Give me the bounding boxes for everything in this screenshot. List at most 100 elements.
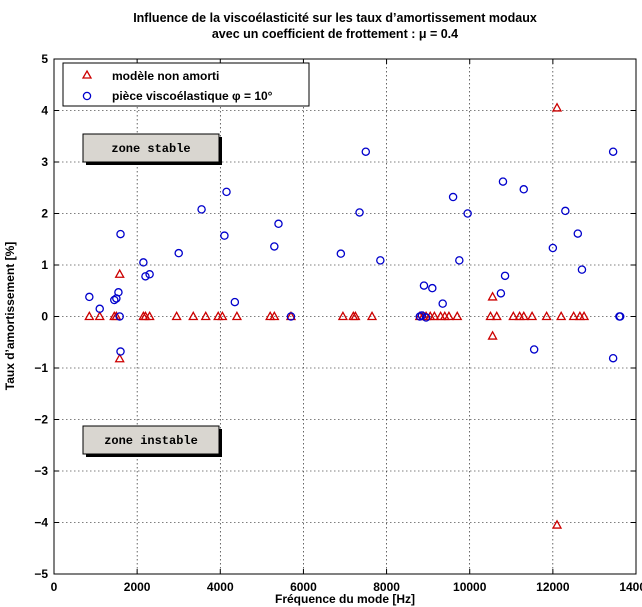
data-point-circle (417, 311, 427, 320)
legend-circle-icon (82, 91, 92, 101)
data-point-triangle (84, 310, 95, 321)
data-point-triangle (188, 310, 199, 321)
data-point-triangle (443, 310, 455, 321)
data-point-triangle (94, 310, 105, 321)
chart-subtitle: avec un coefficient de frottement : μ = … (212, 27, 458, 41)
y-tick-label: 4 (41, 104, 48, 118)
data-point-triangle (541, 310, 552, 321)
data-point-triangle (337, 310, 349, 321)
plot-frame (53, 58, 637, 575)
data-point-triangle (485, 310, 496, 321)
data-point-circle (222, 187, 231, 197)
data-point-triangle (111, 310, 122, 321)
data-point-circle (115, 312, 124, 321)
data-point-circle (529, 345, 539, 354)
data-point-circle (577, 265, 587, 274)
grid (54, 59, 636, 574)
data-point-circle (376, 256, 385, 265)
legend-triangle-icon (81, 69, 93, 79)
y-tick-label: 2 (41, 207, 48, 221)
data-point-circle (361, 147, 371, 156)
data-point-triangle (114, 268, 125, 278)
y-axis-label: Taux d’amortissement [%] (3, 242, 17, 390)
zone-stable-box: zone stable (82, 133, 222, 165)
data-point-circle (139, 258, 148, 267)
data-point-circle (448, 192, 458, 202)
data-point-triangle (269, 310, 280, 321)
data-point-circle (500, 271, 510, 281)
data-point-triangle (508, 310, 519, 321)
data-point-triangle (487, 330, 498, 340)
data-point-circle (274, 219, 283, 229)
chart-title: Influence de la viscoélasticité sur les … (133, 11, 537, 25)
data-marks (84, 102, 625, 529)
data-point-triangle (429, 310, 440, 321)
data-point-triangle (578, 310, 590, 321)
x-tick-label: 2000 (124, 580, 151, 594)
data-point-triangle (551, 519, 563, 529)
legend-box (62, 62, 310, 107)
zone-stable-panel (82, 133, 220, 163)
data-point-triangle (171, 310, 182, 321)
data-point-circle (496, 289, 506, 298)
data-point-circle (110, 295, 119, 305)
data-point-circle (428, 283, 437, 293)
data-point-triangle (366, 310, 378, 321)
data-point-circle (438, 299, 447, 308)
zone-instable-label: zone instable (104, 434, 198, 448)
data-point-triangle (568, 310, 579, 321)
data-point-triangle (200, 310, 211, 321)
x-axis-label: Fréquence du mode [Hz] (275, 592, 415, 606)
x-tick-label: 4000 (207, 580, 234, 594)
data-point-circle (573, 229, 583, 238)
zone-stable-label: zone stable (111, 142, 190, 156)
data-point-circle (608, 353, 618, 363)
data-point-circle (615, 312, 625, 321)
y-tick-label: −4 (34, 516, 48, 530)
data-point-circle (116, 347, 125, 356)
data-point-circle (608, 147, 618, 156)
data-point-triangle (114, 353, 125, 363)
zone-instable-panel (82, 425, 220, 455)
data-point-triangle (487, 291, 498, 301)
ticks: 0 2000 4000 6000 8000 10000 12000 14000 −5 −4 −3 −2… (34, 52, 642, 594)
data-point-circle (85, 292, 94, 302)
data-point-triangle (551, 102, 563, 112)
data-point-triangle (452, 310, 463, 321)
x-tick-label: 12000 (536, 580, 570, 594)
data-point-triangle (144, 310, 155, 321)
legend-label-series-1: modèle non amorti (112, 69, 219, 83)
data-point-circle (230, 297, 240, 307)
data-point-circle (286, 312, 296, 321)
data-point-triangle (217, 310, 228, 321)
data-point-circle (498, 177, 508, 186)
data-point-triangle (491, 310, 502, 321)
zone-instable-box: zone instable (82, 425, 222, 457)
data-point-circle (561, 206, 570, 216)
data-point-triangle (556, 310, 567, 321)
data-point-triangle (526, 310, 538, 321)
data-point-circle (114, 288, 123, 297)
x-tick-label: 14000 (619, 580, 642, 594)
data-point-circle (455, 256, 464, 265)
legend: modèle non amorti pièce viscoélastique φ… (62, 62, 310, 107)
data-point-circle (519, 185, 529, 194)
data-point-circle (116, 229, 125, 239)
data-point-circle (548, 243, 558, 253)
data-point-circle (270, 242, 279, 251)
x-tick-label: 8000 (373, 580, 400, 594)
data-point-circle (145, 270, 154, 279)
data-point-circle (141, 272, 150, 281)
data-point-circle (95, 304, 104, 314)
y-tick-label: −5 (34, 567, 48, 581)
y-tick-label: −2 (34, 413, 48, 427)
data-point-circle (220, 231, 229, 240)
y-tick-label: −1 (34, 361, 48, 375)
data-point-circle (336, 249, 346, 258)
x-tick-label: 6000 (290, 580, 317, 594)
data-point-circle (419, 281, 429, 290)
x-tick-label: 0 (51, 580, 58, 594)
data-point-circle (355, 208, 364, 217)
legend-label-series-2: pièce viscoélastique φ = 10° (112, 89, 273, 103)
